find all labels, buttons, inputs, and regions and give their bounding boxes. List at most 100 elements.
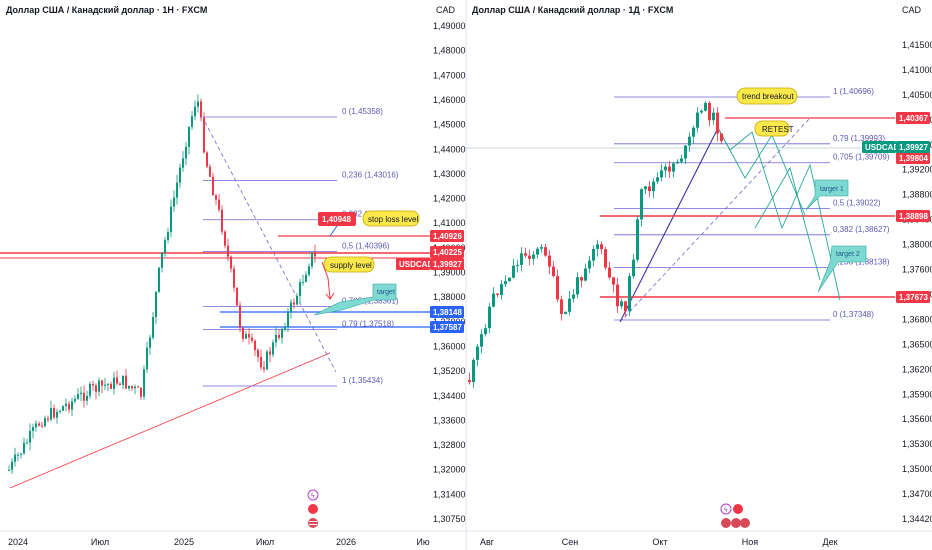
fib-level-label: 1 (1,35434) — [342, 376, 383, 385]
price-tag — [896, 152, 930, 164]
right-chart-panel: Доллар США / Канадский доллар · 1Д · FXC… — [466, 5, 932, 547]
candle-body — [500, 284, 503, 295]
fib-level-label: 0,79 (1,37518) — [342, 320, 394, 329]
candle-body — [206, 152, 208, 167]
candle-body — [230, 256, 232, 269]
candle-body — [684, 145, 687, 159]
canada-flag-icon — [308, 504, 318, 514]
y-tick-label: 1,38000 — [902, 240, 932, 250]
candle-body — [548, 255, 551, 267]
candle-body — [221, 209, 223, 232]
candle-body — [712, 112, 715, 121]
candle-body — [528, 255, 531, 259]
svg-text:ϟ: ϟ — [311, 492, 316, 500]
candle-body — [218, 199, 220, 210]
price-tag — [896, 141, 930, 153]
candle-body — [287, 312, 289, 328]
x-tick-label: Июл — [91, 537, 109, 547]
svg-text:ϟ: ϟ — [724, 506, 729, 514]
left-support-trendline — [9, 352, 331, 489]
candle-body — [191, 116, 193, 127]
candle-body — [696, 112, 699, 128]
left-red-arrowhead — [325, 292, 335, 300]
candle-body — [140, 387, 142, 397]
price-tag-text: 1,40367 — [899, 114, 928, 123]
candle-body — [508, 277, 511, 282]
left-red-arrow — [321, 261, 331, 299]
right-chart-title: Доллар США / Канадский доллар · 1Д · FXC… — [472, 5, 673, 15]
supply-level-label: supply level — [330, 261, 372, 270]
candle-body — [472, 359, 475, 383]
lightning-icon — [307, 489, 319, 501]
candle-body — [311, 252, 313, 267]
candle-body — [26, 442, 28, 444]
candle-body — [672, 163, 675, 172]
candle-body — [134, 386, 136, 389]
candle-body — [488, 306, 491, 329]
candle-body — [624, 301, 627, 312]
candle-body — [80, 392, 82, 395]
target-label: target — [377, 289, 395, 296]
candle-body — [71, 401, 73, 410]
candle-body — [284, 327, 286, 329]
price-tag-text: 1,40926 — [433, 232, 462, 241]
y-tick-label: 1,41000 — [902, 65, 932, 75]
candle-body — [680, 158, 683, 162]
candle-body — [65, 403, 67, 407]
candle-body — [692, 127, 695, 137]
left-chart-title: Доллар США / Канадский доллар · 1Н · FXC… — [6, 5, 207, 15]
candle-body — [29, 430, 31, 443]
price-tag — [896, 291, 930, 303]
candle-body — [652, 181, 655, 192]
candle-body — [275, 334, 277, 343]
candle-body — [293, 302, 295, 305]
target2-label: target 2 — [836, 251, 860, 258]
price-tag-text: 1,39804 — [899, 154, 928, 163]
y-tick-label: 1,39000 — [433, 268, 466, 278]
candle-body — [68, 403, 70, 410]
symbol-tag-text: USDCAD — [865, 143, 899, 152]
candle-body — [266, 351, 268, 370]
candle-body — [512, 265, 515, 278]
y-tick-label: 1,49000 — [433, 21, 466, 31]
candle-body — [224, 231, 226, 246]
y-tick-label: 1,47000 — [433, 70, 466, 80]
right-uptrend-line — [619, 127, 719, 323]
left-price-tags: 1,40926 1,40225 1,38148 1,37587 USDCAD 1,3992… — [396, 230, 464, 333]
candle-body — [314, 252, 316, 257]
y-tick-label: 1,34700 — [902, 489, 932, 499]
candle-body — [668, 166, 671, 172]
candle-body — [77, 394, 79, 399]
candle-body — [20, 453, 22, 455]
candle-body — [122, 375, 124, 385]
candle-body — [62, 406, 64, 411]
left-event-icons: ϟ — [307, 489, 319, 528]
candle-body — [197, 101, 199, 107]
price-tag-text: 1,37673 — [899, 293, 928, 302]
candle-body — [576, 277, 579, 295]
y-tick-label: 1,33600 — [433, 415, 466, 425]
candle-body — [492, 293, 495, 307]
fib-level-label: 0,5 (1,40396) — [342, 242, 390, 251]
candle-body — [17, 454, 19, 456]
candle-body — [152, 317, 154, 338]
x-tick-label: Авг — [480, 537, 495, 547]
right-candlesticks — [468, 100, 723, 389]
candle-body — [640, 189, 643, 220]
symbol-tag — [862, 141, 896, 153]
candle-body — [47, 418, 49, 420]
candle-body — [556, 276, 559, 300]
candle-body — [296, 295, 298, 305]
x-tick-label: 2024 — [8, 537, 28, 547]
candle-body — [164, 239, 166, 253]
candle-body — [260, 356, 262, 368]
candle-body — [227, 245, 229, 257]
candle-body — [11, 461, 13, 470]
y-tick-label: 1,46000 — [433, 95, 466, 105]
candle-body — [257, 350, 259, 357]
candle-body — [38, 423, 40, 426]
candle-body — [664, 166, 667, 171]
y-tick-label: 1,32800 — [433, 440, 466, 450]
candle-body — [636, 219, 639, 260]
y-tick-label: 1,35600 — [902, 414, 932, 424]
